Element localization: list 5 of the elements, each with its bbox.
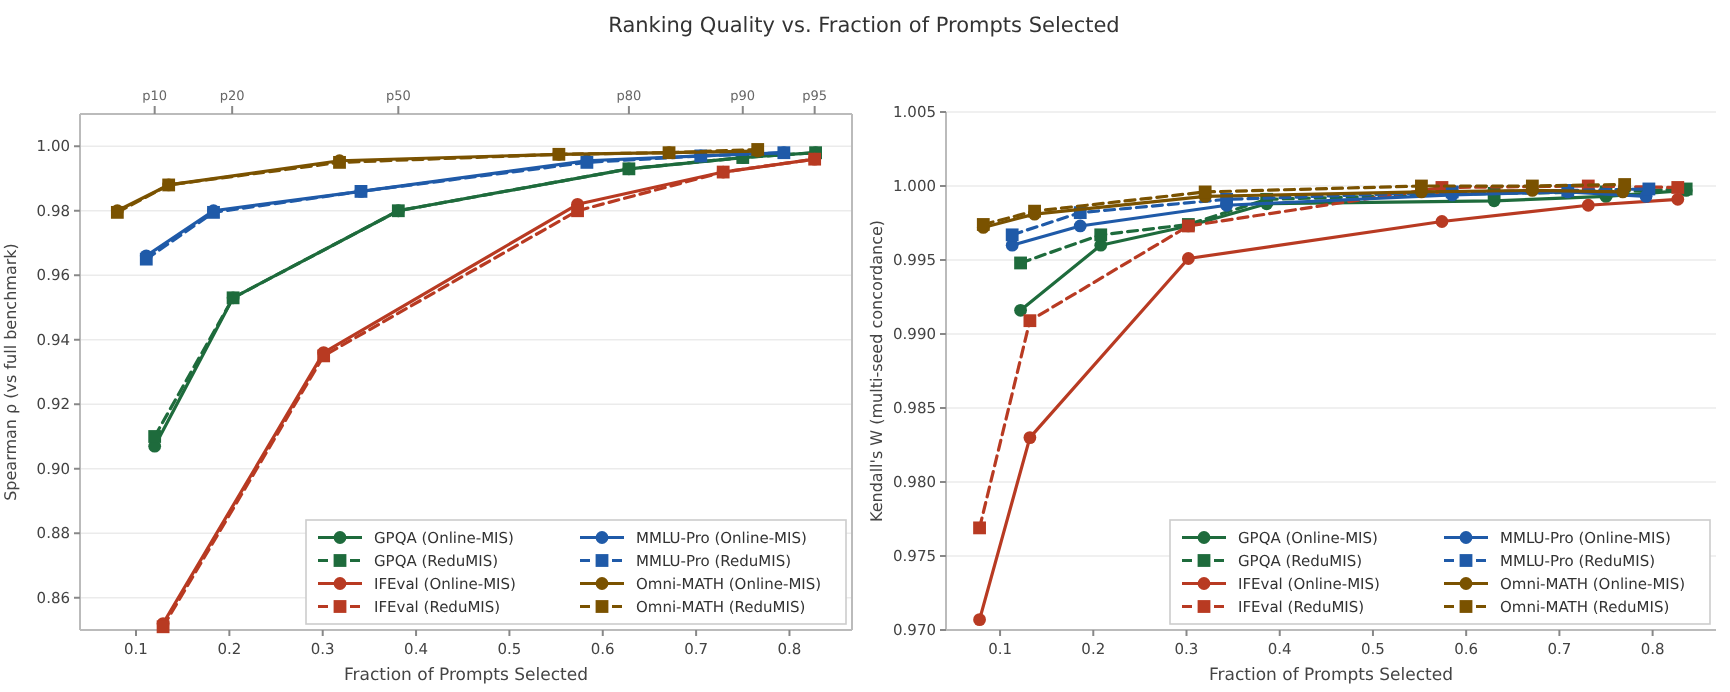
y-axis-title: Spearman ρ (vs full benchmark) [2, 243, 20, 501]
chart-title: Ranking Quality vs. Fraction of Prompts Selected [608, 14, 1120, 38]
x-axis-title: Fraction of Prompts Selected [344, 666, 588, 686]
x-axis-title: Fraction of Prompts Selected [1209, 666, 1453, 686]
y-axis-title: Kendall's W (multi-seed concordance) [868, 219, 886, 523]
